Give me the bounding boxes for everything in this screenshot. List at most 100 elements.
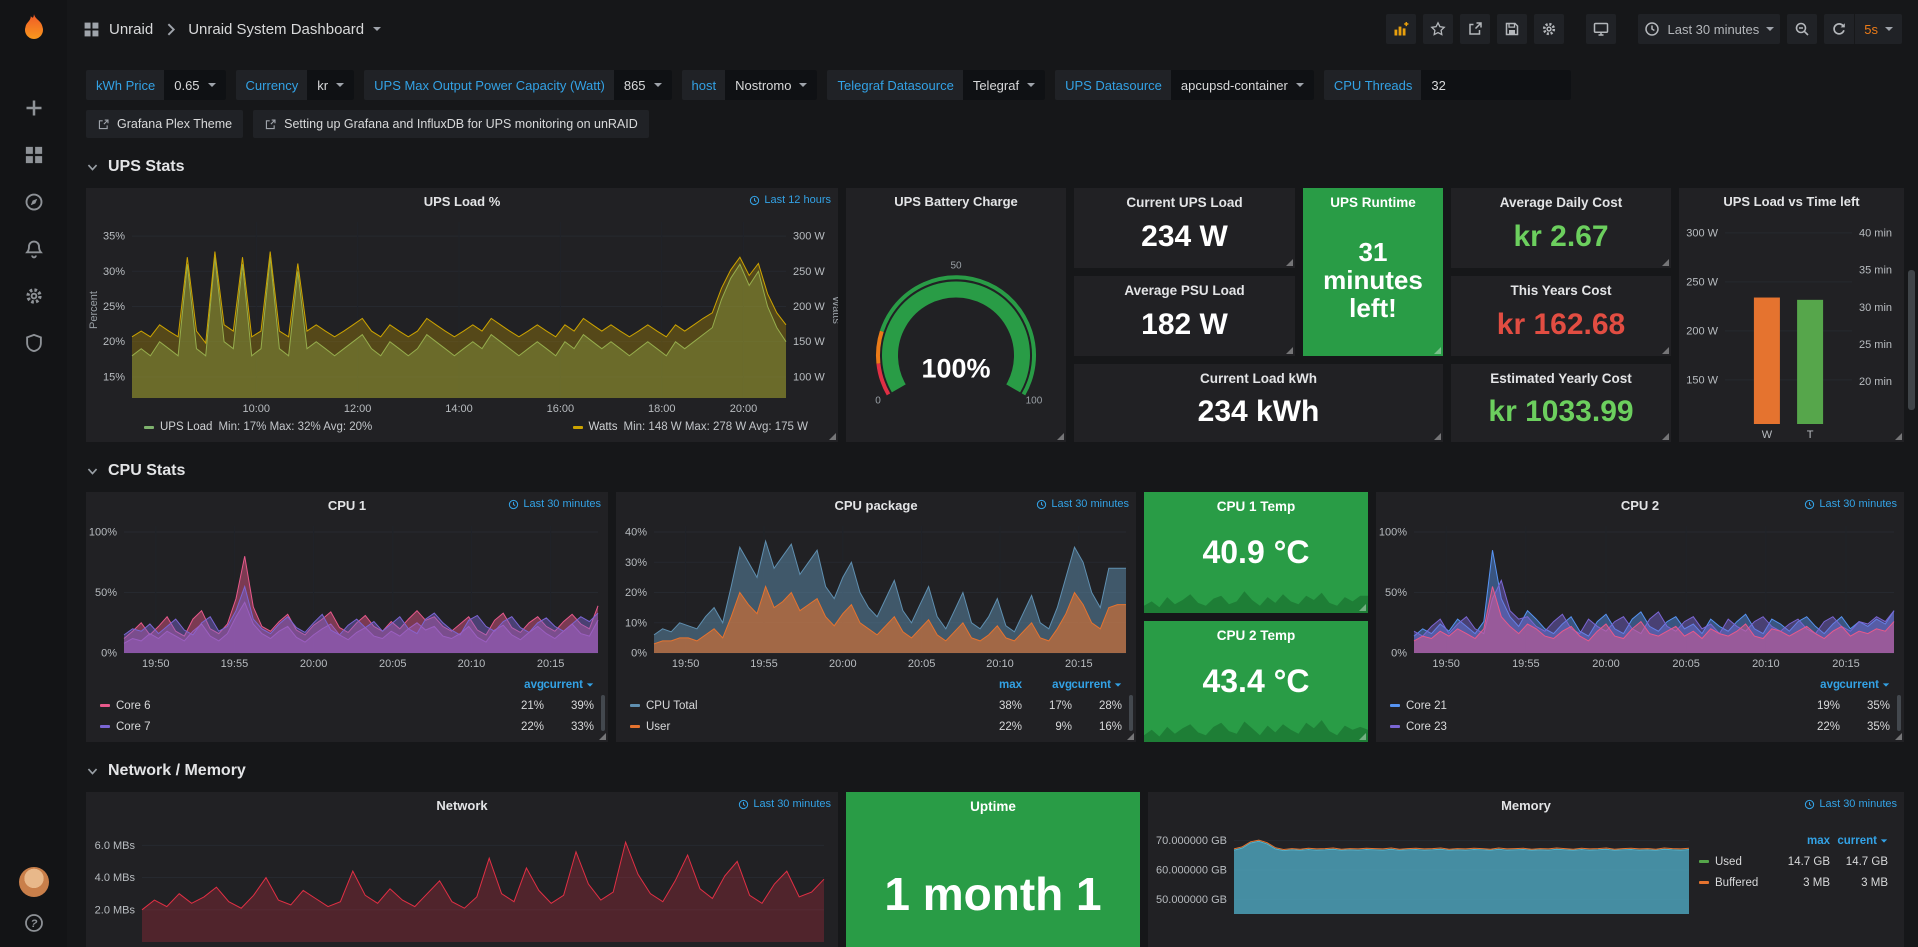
section-network-memory[interactable]: Network / Memory [86,756,1904,786]
title-caret-icon[interactable] [373,27,381,31]
memory-chart[interactable]: 70.000000 GB60.000000 GB50.000000 GB [1148,818,1699,918]
variable-input[interactable]: 32 [1421,70,1571,100]
variable-telegraf-datasource[interactable]: Telegraf DatasourceTelegraf [827,70,1045,100]
legend-row[interactable]: Core 2119%35% [1390,695,1890,716]
legend-sort-current[interactable]: current [1840,679,1890,691]
share-button[interactable] [1460,14,1490,44]
legend-sort-current[interactable]: current [1830,835,1888,847]
svg-text:300 W: 300 W [793,231,825,243]
panel-header[interactable]: UPS Load % Last 12 hours [86,188,838,214]
variable-host[interactable]: hostNostromo [682,70,818,100]
panel-header[interactable]: CPU package Last 30 minutes [616,492,1136,518]
legend-sort-current[interactable]: current [1072,679,1122,691]
panel-header[interactable]: UPS Load vs Time left [1679,188,1904,214]
legend-row[interactable]: CPU Total38%17%28% [630,695,1122,716]
cpu2-chart[interactable]: 100%50%0%19:5019:5520:0020:0520:1020:15 [1376,518,1904,673]
star-button[interactable] [1423,14,1453,44]
variable-value[interactable]: apcupsd-container [1171,70,1314,100]
battery-gauge[interactable]: 050100100% [846,214,1066,442]
dashboard-link[interactable]: Setting up Grafana and InfluxDB for UPS … [253,110,649,138]
zoom-out-button[interactable] [1787,14,1817,44]
panel-header[interactable]: Network Last 30 minutes [86,792,838,818]
save-button[interactable] [1497,14,1527,44]
variable-value[interactable]: Telegraf [963,70,1045,100]
legend-sort-avg[interactable]: avg [494,679,544,691]
help-icon[interactable]: ? [24,913,44,933]
time-picker-button[interactable]: Last 30 minutes [1638,14,1780,44]
legend-item[interactable]: UPS LoadMin: 17% Max: 32% Avg: 20% [144,421,372,433]
legend-row[interactable]: Core 2322%35% [1390,716,1890,737]
breadcrumb-app[interactable]: Unraid [109,21,153,38]
star-icon [1430,21,1446,37]
network-chart[interactable]: 6.0 MBs4.0 MBs2.0 MBs [86,818,838,947]
legend-sort-current[interactable]: current [544,679,594,691]
legend-row[interactable]: Used14.7 GB14.7 GB [1699,851,1888,872]
dashboards-icon[interactable] [24,145,44,165]
legend-sort-avg[interactable]: avg [1790,679,1840,691]
section-ups-stats[interactable]: UPS Stats [86,152,1904,182]
variable-ups-datasource[interactable]: UPS Datasourceapcupsd-container [1055,70,1314,100]
legend-scrollbar[interactable] [601,695,605,731]
user-avatar[interactable] [19,867,49,897]
panel-title[interactable]: Average Daily Cost [1451,195,1671,210]
alerting-icon[interactable] [24,239,44,259]
panel-header[interactable]: Memory Last 30 minutes [1148,792,1904,818]
page-scrollbar[interactable] [1908,0,1915,947]
panel-title[interactable]: CPU 1 Temp [1144,499,1368,514]
grafana-logo[interactable] [17,12,51,46]
refresh-button[interactable] [1824,14,1854,44]
scrollbar-thumb[interactable] [1908,270,1915,410]
variable-cpu-threads[interactable]: CPU Threads32 [1324,70,1572,100]
panel-title[interactable]: Uptime [846,799,1140,814]
legend-item[interactable]: WattsMin: 148 W Max: 278 W Avg: 175 W [573,421,808,433]
server-admin-icon[interactable] [24,333,44,353]
section-cpu-stats[interactable]: CPU Stats [86,456,1904,486]
create-icon[interactable] [24,98,44,118]
svg-text:20:10: 20:10 [1752,658,1780,670]
panel-title[interactable]: Current UPS Load [1074,195,1295,210]
panel-title[interactable]: This Years Cost [1451,283,1671,298]
ups-load-chart[interactable]: 35%30%25%20%15%300 W250 W200 W150 W100 W… [86,214,838,418]
panel-header[interactable]: CPU 2 Last 30 minutes [1376,492,1904,518]
variable-value[interactable]: 865 [614,70,672,100]
panel-title[interactable]: Estimated Yearly Cost [1451,371,1671,386]
variable-value[interactable]: kr [307,70,354,100]
legend-row[interactable]: Core 621%39% [100,695,594,716]
add-panel-button[interactable] [1386,14,1416,44]
legend-sort-max[interactable]: max [972,679,1022,691]
legend-sort-avg[interactable]: avg [1022,679,1072,691]
legend-sort-max[interactable]: max [1772,835,1830,847]
refresh-interval-button[interactable]: 5s [1854,14,1902,44]
explore-icon[interactable] [24,192,44,212]
dashboard-title[interactable]: Unraid System Dashboard [188,21,364,38]
legend-scrollbar[interactable] [1897,695,1901,731]
legend-row[interactable]: Buffered3 MB3 MB [1699,872,1888,893]
legend-row[interactable]: Core 722%33% [100,716,594,737]
dashboard-canvas: kWh Price0.65 Currencykr UPS Max Output Po… [67,58,1918,947]
variable-ups-max-output-power-capacity-watt-[interactable]: UPS Max Output Power Capacity (Watt)865 [364,70,671,100]
svg-text:100%: 100% [1379,527,1407,539]
variable-value[interactable]: Nostromo [725,70,817,100]
variable-kwh-price[interactable]: kWh Price0.65 [86,70,226,100]
panel-title: UPS Battery Charge [894,194,1018,209]
variable-value[interactable]: 0.65 [164,70,225,100]
legend-row[interactable]: User22%9%16% [630,716,1122,737]
panel-title[interactable]: UPS Runtime [1303,195,1443,210]
panel-estimated-yearly-cost: Estimated Yearly Cost kr 1033.99 [1451,364,1671,442]
panel-title[interactable]: Current Load kWh [1074,371,1443,386]
cpu-package-chart[interactable]: 40%30%20%10%0%19:5019:5520:0020:0520:102… [616,518,1136,673]
cpu1-chart[interactable]: 100%50%0%19:5019:5520:0020:0520:1020:15 [86,518,608,673]
variable-label: UPS Max Output Power Capacity (Watt) [364,78,614,93]
dashboard-settings-button[interactable] [1534,14,1564,44]
dashboard-link[interactable]: Grafana Plex Theme [86,110,243,138]
apps-icon[interactable] [83,21,100,38]
configuration-icon[interactable] [24,286,44,306]
legend-scrollbar[interactable] [1129,695,1133,731]
panel-title[interactable]: CPU 2 Temp [1144,628,1368,643]
panel-title[interactable]: Average PSU Load [1074,283,1295,298]
cycle-view-button[interactable] [1586,14,1616,44]
panel-header[interactable]: UPS Battery Charge [846,188,1066,214]
ups-bar-chart[interactable]: 300 W250 W200 W150 W40 min35 min30 min25… [1679,214,1904,442]
panel-header[interactable]: CPU 1 Last 30 minutes [86,492,608,518]
variable-currency[interactable]: Currencykr [236,70,355,100]
